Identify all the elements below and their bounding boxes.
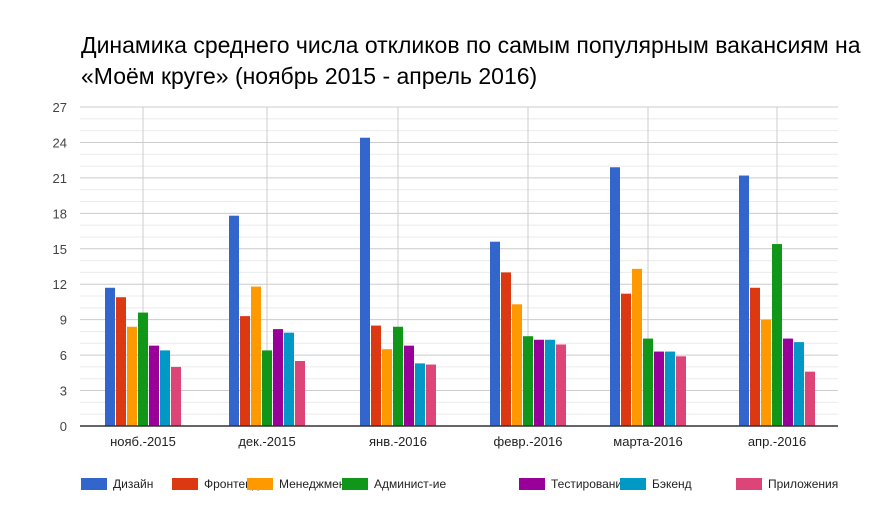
x-tick-label: дек.-2015 xyxy=(238,434,295,449)
bar-Бэкенд xyxy=(284,332,294,426)
y-tick-label: 15 xyxy=(53,242,67,257)
bar-Менеджмент xyxy=(512,304,522,426)
bar-Приложения xyxy=(171,366,181,426)
legend-label: Приложения xyxy=(768,477,838,491)
bar-Админист-ие xyxy=(643,338,653,426)
y-tick-label: 0 xyxy=(60,419,67,434)
bar-Бэкенд xyxy=(415,363,425,426)
legend-label: Фронтенд xyxy=(204,477,259,491)
bar-Фронтенд xyxy=(116,297,126,426)
bar-Тестирование xyxy=(783,338,793,426)
y-tick-label: 9 xyxy=(60,313,67,328)
bar-Тестирование xyxy=(534,339,544,426)
x-tick-label: янв.-2016 xyxy=(369,434,427,449)
bar-Менеджмент xyxy=(127,326,137,426)
bar-Тестирование xyxy=(149,345,159,426)
bar-Дизайн xyxy=(360,137,370,427)
bar-Фронтенд xyxy=(371,325,381,426)
bar-Фронтенд xyxy=(501,272,511,426)
bar-Менеджмент xyxy=(632,268,642,426)
legend-swatch xyxy=(736,478,762,490)
legend-label: Тестирование xyxy=(551,477,629,491)
bar-Менеджмент xyxy=(382,349,392,426)
bar-Менеджмент xyxy=(761,319,771,426)
bar-Приложения xyxy=(676,356,686,426)
bar-Админист-ие xyxy=(393,326,403,426)
x-tick-label: нояб.-2015 xyxy=(110,434,176,449)
bar-Админист-ие xyxy=(523,336,533,426)
y-tick-label: 6 xyxy=(60,348,67,363)
legend-swatch xyxy=(172,478,198,490)
bar-Дизайн xyxy=(739,175,749,426)
bar-Приложения xyxy=(556,344,566,426)
y-tick-label: 18 xyxy=(53,206,67,221)
bar-Фронтенд xyxy=(621,293,631,426)
x-tick-label: февр.-2016 xyxy=(494,434,563,449)
legend-label: Админист-ие xyxy=(374,477,446,491)
bar-Бэкенд xyxy=(160,350,170,426)
bar-Приложения xyxy=(805,371,815,426)
legend-swatch xyxy=(342,478,368,490)
legend-swatch xyxy=(247,478,273,490)
bar-Дизайн xyxy=(105,287,115,426)
y-tick-label: 21 xyxy=(53,171,67,186)
legend-label: Бэкенд xyxy=(652,477,692,491)
legend-swatch xyxy=(81,478,107,490)
legend-swatch xyxy=(519,478,545,490)
bar-Менеджмент xyxy=(251,286,261,426)
bar-Фронтенд xyxy=(750,287,760,426)
bar-Бэкенд xyxy=(545,339,555,426)
chart-title: Динамика среднего числа откликов по самы… xyxy=(81,32,861,89)
bar-Дизайн xyxy=(610,167,620,426)
bar-Дизайн xyxy=(229,215,239,426)
bar-Админист-ие xyxy=(262,350,272,426)
legend-label: Менеджмент xyxy=(279,477,351,491)
legend-label: Дизайн xyxy=(113,477,153,491)
bar-Приложения xyxy=(426,364,436,426)
x-tick-label: марта-2016 xyxy=(613,434,682,449)
bar-Приложения xyxy=(295,361,305,426)
y-tick-label: 3 xyxy=(60,384,67,399)
x-tick-label: апр.-2016 xyxy=(748,434,806,449)
y-tick-label: 27 xyxy=(53,100,67,115)
bar-Дизайн xyxy=(490,241,500,426)
bar-Админист-ие xyxy=(772,244,782,426)
bar-Тестирование xyxy=(654,351,664,426)
bar-Тестирование xyxy=(404,345,414,426)
bar-Админист-ие xyxy=(138,312,148,426)
bar-Фронтенд xyxy=(240,316,250,426)
y-tick-label: 24 xyxy=(53,135,67,150)
legend-swatch xyxy=(620,478,646,490)
y-tick-label: 12 xyxy=(53,277,67,292)
bar-Бэкенд xyxy=(794,342,804,426)
bar-Бэкенд xyxy=(665,351,675,426)
bar-Тестирование xyxy=(273,329,283,426)
